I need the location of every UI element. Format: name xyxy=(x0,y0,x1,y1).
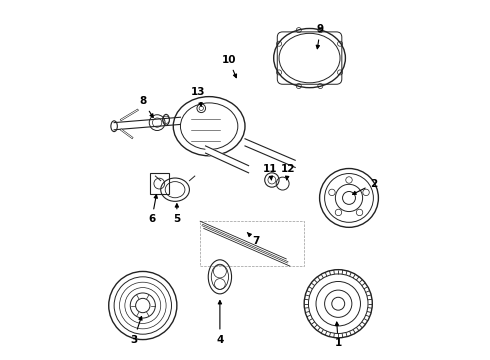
Ellipse shape xyxy=(173,96,245,156)
Text: 11: 11 xyxy=(263,164,277,180)
Text: 2: 2 xyxy=(353,179,378,194)
Bar xyxy=(200,221,304,266)
Text: 7: 7 xyxy=(247,233,259,246)
Text: 6: 6 xyxy=(148,195,157,224)
Text: 8: 8 xyxy=(139,96,153,117)
Text: 12: 12 xyxy=(281,164,295,180)
Text: 3: 3 xyxy=(130,316,142,345)
Text: 4: 4 xyxy=(216,301,223,345)
Text: 1: 1 xyxy=(335,322,342,348)
Bar xyxy=(150,173,169,194)
Text: 9: 9 xyxy=(316,24,324,49)
Text: 10: 10 xyxy=(221,55,237,78)
Text: 13: 13 xyxy=(191,87,206,106)
Text: 5: 5 xyxy=(173,204,180,224)
